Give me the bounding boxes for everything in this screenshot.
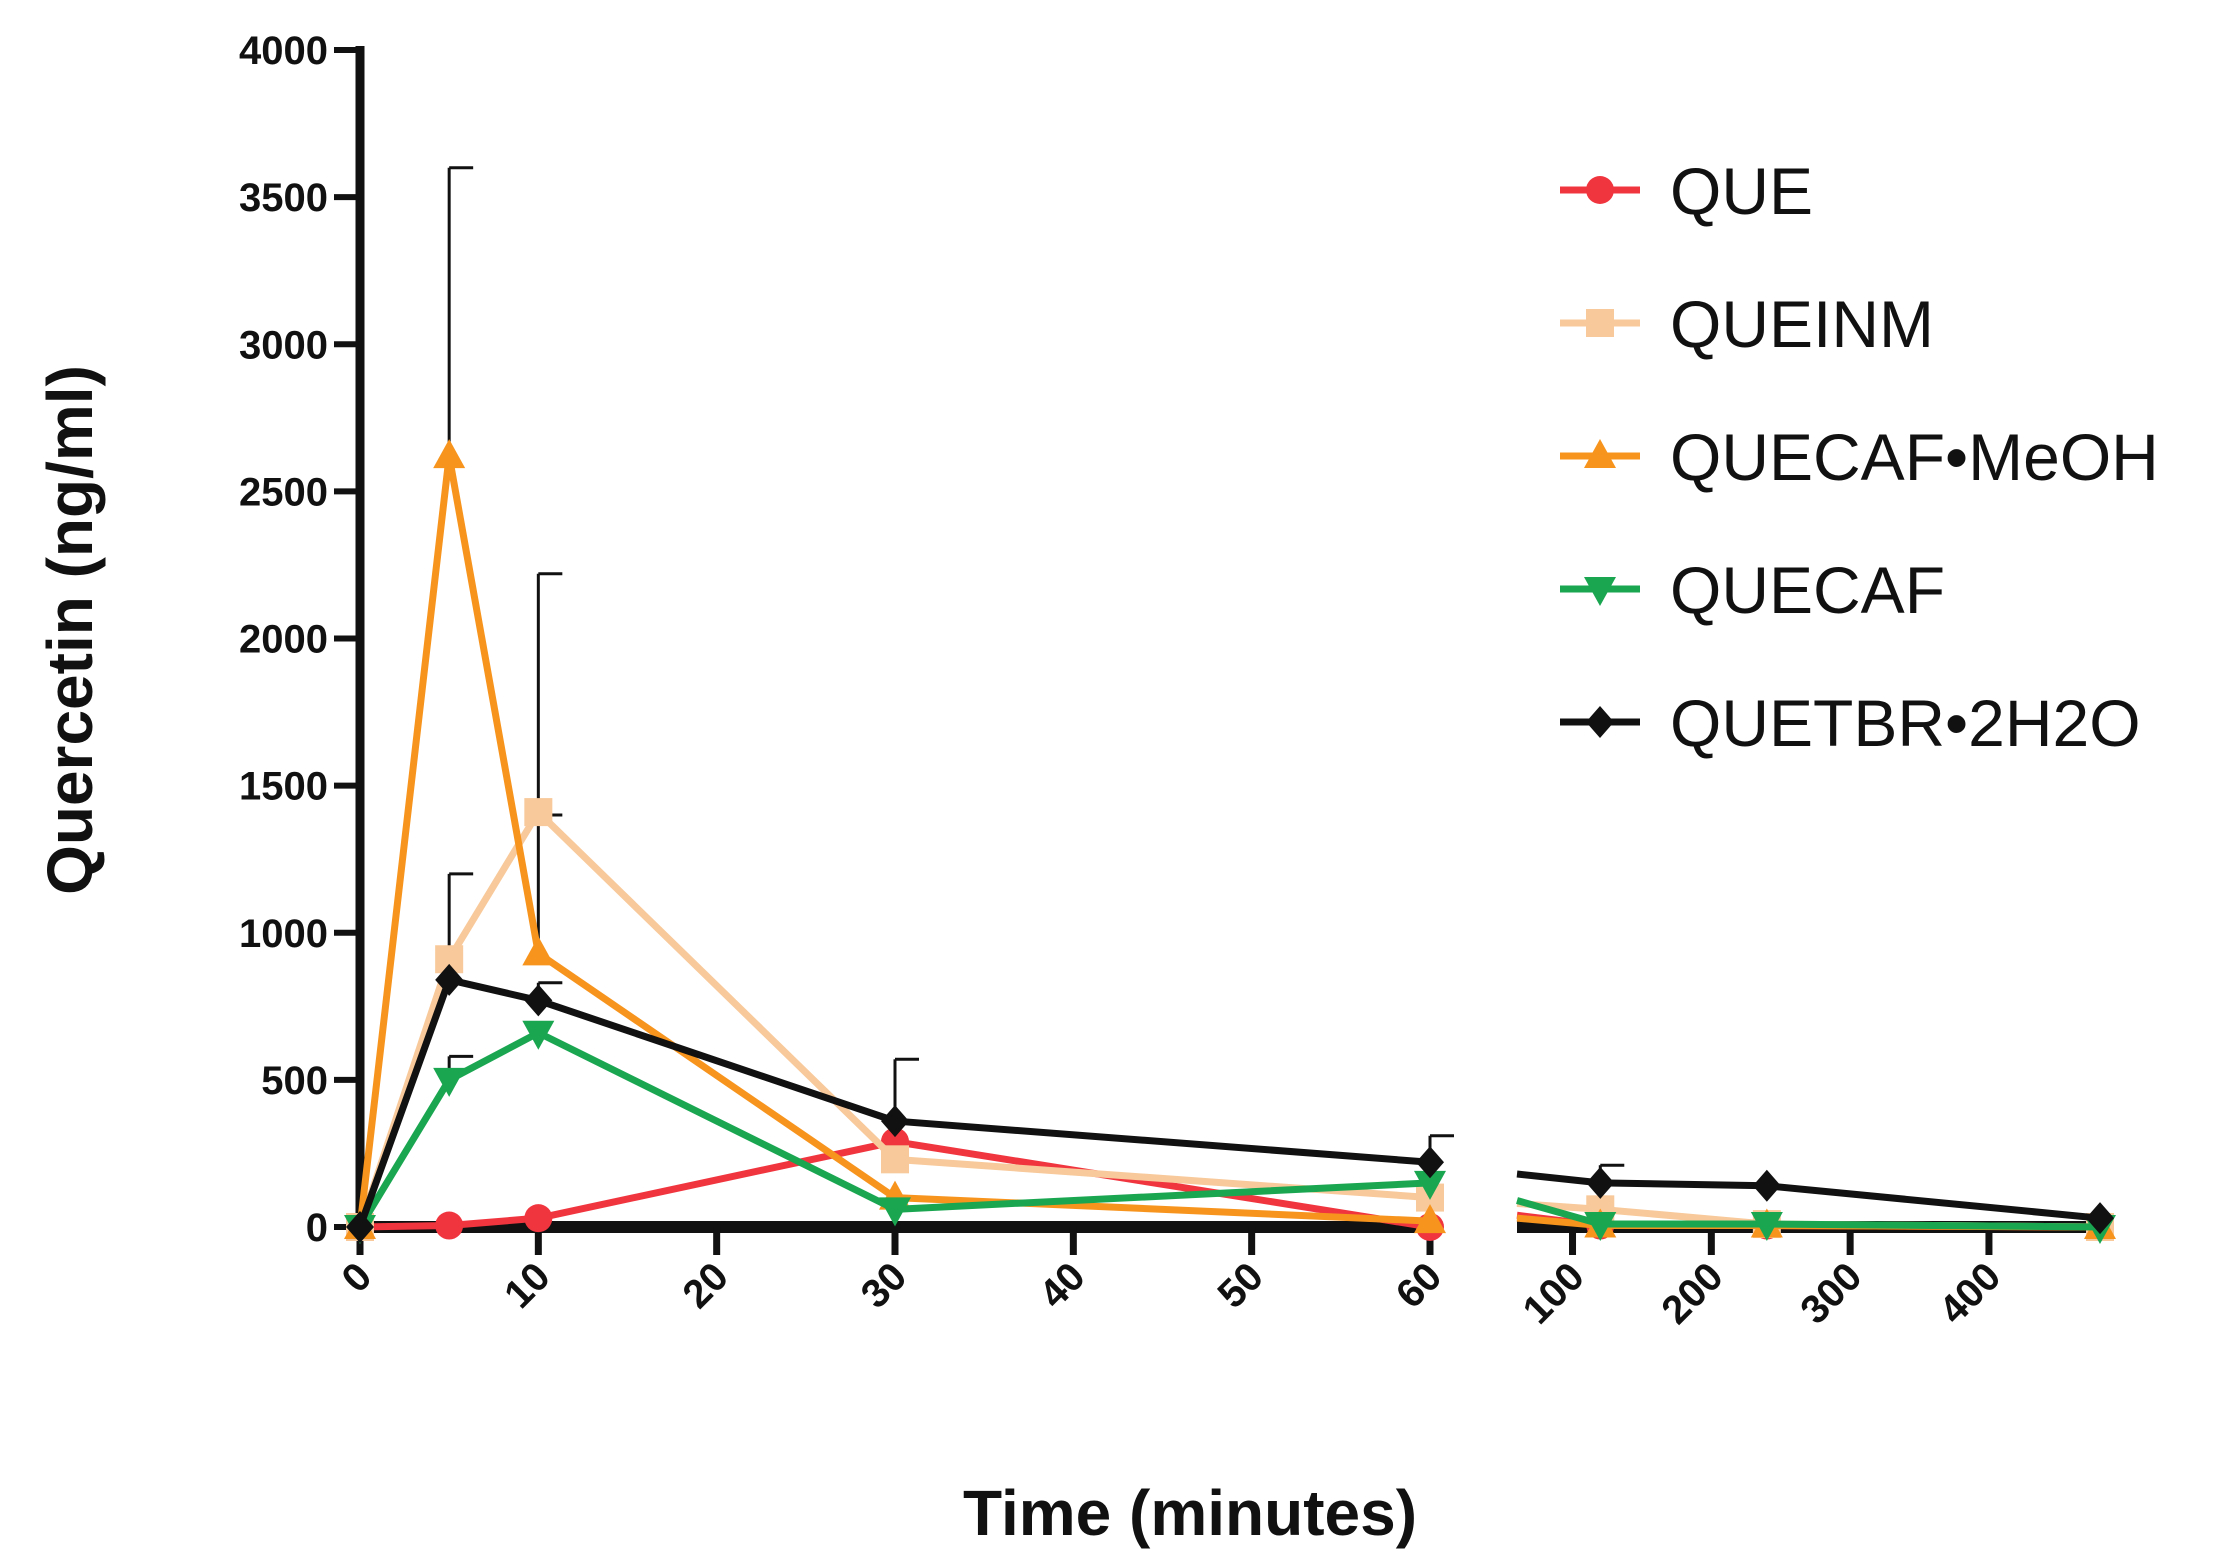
data-point xyxy=(1414,1204,1446,1234)
legend-marker xyxy=(1586,706,1614,738)
data-point xyxy=(881,1145,909,1174)
legend-label: QUE xyxy=(1670,154,1813,228)
data-point xyxy=(1416,1146,1444,1179)
x-tick-label: 300 xyxy=(1792,1254,1870,1332)
data-point xyxy=(524,984,553,1017)
x-tick-label: 10 xyxy=(496,1254,559,1317)
data-point xyxy=(522,1020,555,1050)
data-point xyxy=(1752,1169,1781,1202)
legend-marker xyxy=(1584,577,1616,606)
legend-marker xyxy=(1586,309,1614,337)
data-point xyxy=(346,1211,374,1243)
y-tick-label: 3500 xyxy=(239,176,328,220)
x-tick-label: 0 xyxy=(334,1254,381,1301)
legend-item: QUECAF xyxy=(1560,553,1945,627)
data-point xyxy=(433,439,466,469)
data-point xyxy=(524,1204,553,1233)
y-axis-title: Quercetin (ng/ml) xyxy=(34,365,106,895)
data-point xyxy=(1414,1170,1446,1200)
series-1 xyxy=(346,798,2114,1241)
data-point xyxy=(1584,1212,1617,1242)
y-tick-label: 3000 xyxy=(239,323,328,367)
y-tick-label: 1000 xyxy=(239,912,328,956)
legend-item: QUETBR•2H2O xyxy=(1560,686,2141,760)
x-tick-label: 20 xyxy=(674,1254,737,1317)
legend-marker xyxy=(1586,176,1614,204)
legend-label: QUETBR•2H2O xyxy=(1670,686,2141,760)
data-point xyxy=(433,1067,466,1097)
data-point xyxy=(1586,1166,1615,1199)
legend-label: QUECAF xyxy=(1670,553,1945,627)
data-point xyxy=(1750,1212,1783,1242)
x-tick-label: 200 xyxy=(1653,1254,1731,1332)
x-axis-title: Time (minutes) xyxy=(963,1477,1417,1549)
series-line-break xyxy=(1516,1197,2101,1231)
x-tick-label: 60 xyxy=(1388,1254,1451,1317)
x-tick-label: 100 xyxy=(1515,1254,1593,1332)
series-4 xyxy=(346,963,2114,1243)
data-point xyxy=(2086,1202,2114,1235)
y-tick-label: 0 xyxy=(306,1206,328,1250)
series-line-break xyxy=(1516,1170,2101,1222)
data-point xyxy=(879,1197,911,1227)
legend-item: QUECAF•MeOH xyxy=(1560,420,2159,494)
legend-item: QUEINM xyxy=(1560,287,1934,361)
legend: QUE QUEINM QUECAF•MeOH QUECAF QUETBR•2H2O xyxy=(1560,154,2159,760)
y-tick-label: 1500 xyxy=(239,765,328,809)
y-tick-label: 2500 xyxy=(239,470,328,514)
data-point xyxy=(435,963,464,996)
x-tick-label: 30 xyxy=(853,1254,916,1317)
data-point xyxy=(524,798,553,827)
x-tick-label: 40 xyxy=(1031,1254,1094,1317)
legend-label: QUEINM xyxy=(1670,287,1934,361)
legend-label: QUECAF•MeOH xyxy=(1670,420,2159,494)
x-tick-label: 50 xyxy=(1209,1254,1272,1317)
series-group xyxy=(344,166,2116,1244)
x-tick-label: 400 xyxy=(1931,1254,2009,1332)
data-point xyxy=(881,1105,909,1138)
y-tick-label: 4000 xyxy=(239,29,328,73)
y-tick-label: 500 xyxy=(261,1059,328,1103)
y-tick-label: 2000 xyxy=(239,618,328,662)
axes: 0 500 1000 1500 2000 2500 3000 3500 4000 0 10 20 30 4… xyxy=(239,29,2100,1333)
legend-item: QUE xyxy=(1560,154,1813,228)
legend-marker xyxy=(1584,439,1616,468)
data-point xyxy=(435,1211,464,1240)
data-point xyxy=(522,936,555,966)
